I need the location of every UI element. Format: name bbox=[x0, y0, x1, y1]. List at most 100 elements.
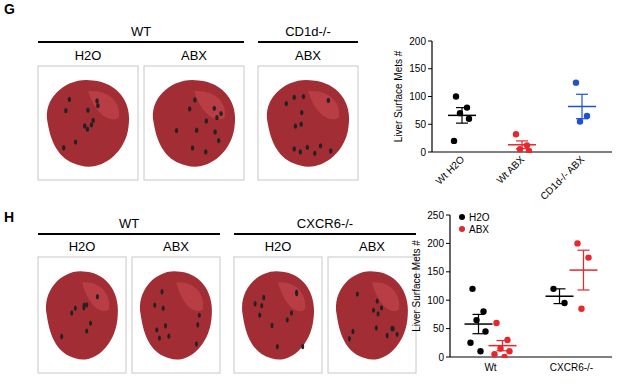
image-label: ABX bbox=[359, 239, 385, 254]
liver-spot bbox=[290, 310, 293, 315]
liver-spot bbox=[319, 143, 322, 148]
image-label: H2O bbox=[75, 48, 102, 63]
liver-spot bbox=[205, 118, 208, 123]
error-bar bbox=[473, 314, 485, 333]
x-tick-label: CXCR6-/- bbox=[550, 362, 593, 373]
liver-spot bbox=[96, 103, 99, 108]
liver-spot bbox=[258, 312, 261, 317]
group-title: CD1d-/- bbox=[285, 24, 331, 39]
liver-spot bbox=[285, 101, 288, 106]
liver-spot bbox=[74, 305, 77, 310]
point bbox=[491, 351, 497, 357]
image-label: H2O bbox=[265, 239, 292, 254]
liver-spot bbox=[213, 129, 216, 134]
liver bbox=[153, 80, 235, 167]
liver-spot bbox=[95, 98, 98, 103]
liver-body bbox=[336, 271, 408, 359]
liver-spot bbox=[301, 344, 304, 349]
photo-frame bbox=[38, 257, 126, 373]
liver-spot bbox=[60, 334, 63, 339]
error-stem bbox=[521, 141, 522, 149]
liver-spot bbox=[96, 294, 99, 299]
error-cap bbox=[554, 303, 566, 304]
liver-body bbox=[267, 80, 349, 167]
liver-spot bbox=[68, 97, 71, 102]
error-cap bbox=[473, 333, 485, 334]
x-axis bbox=[450, 356, 612, 357]
liver-spot bbox=[299, 122, 302, 127]
error-cap bbox=[576, 94, 588, 95]
liver-spot bbox=[89, 321, 92, 326]
point bbox=[501, 354, 507, 358]
liver-body bbox=[242, 271, 314, 359]
liver-spot bbox=[196, 322, 199, 327]
liver-spot bbox=[64, 108, 67, 113]
point bbox=[585, 254, 591, 260]
liver-spot bbox=[85, 328, 88, 333]
legend-marker bbox=[459, 226, 465, 232]
y-tick-label: 150 bbox=[409, 63, 426, 74]
point bbox=[451, 138, 457, 144]
liver-spot bbox=[198, 313, 201, 318]
liver-spot bbox=[313, 151, 316, 156]
error-cap bbox=[456, 123, 468, 124]
panel-label: H bbox=[4, 209, 14, 225]
liver-spot bbox=[74, 139, 77, 144]
y-tick-label: 50 bbox=[433, 323, 445, 334]
point bbox=[578, 306, 584, 312]
liver-spot bbox=[167, 334, 170, 339]
liver-spot bbox=[158, 335, 161, 340]
liver-spot bbox=[260, 303, 263, 308]
y-tick-label: 200 bbox=[409, 36, 426, 47]
point bbox=[469, 286, 475, 292]
liver-spot bbox=[213, 106, 216, 111]
error-bar bbox=[576, 94, 588, 118]
liver bbox=[267, 80, 349, 167]
image-label: ABX bbox=[181, 48, 207, 63]
liver-spot bbox=[164, 323, 167, 328]
liver-spot bbox=[62, 145, 65, 150]
liver-spot bbox=[386, 333, 389, 338]
liver-spot bbox=[376, 299, 379, 304]
liver-spot bbox=[70, 310, 73, 315]
liver-spot bbox=[392, 326, 395, 331]
photo-frame bbox=[234, 257, 322, 373]
liver-spot bbox=[85, 302, 88, 307]
liver-spot bbox=[175, 128, 178, 133]
liver bbox=[47, 80, 129, 167]
group-line bbox=[258, 41, 358, 43]
x-tick-label: Wt bbox=[484, 362, 496, 373]
liver-lobe bbox=[372, 282, 399, 311]
point bbox=[493, 320, 499, 326]
liver-spot bbox=[204, 149, 207, 154]
y-tick-label: 100 bbox=[409, 91, 426, 102]
liver-body bbox=[140, 271, 212, 359]
liver-spot bbox=[372, 308, 375, 313]
liver bbox=[336, 271, 408, 359]
photo-frame bbox=[144, 66, 244, 180]
liver-lobe bbox=[194, 91, 225, 119]
photo-frame bbox=[328, 257, 416, 373]
plot-marks bbox=[465, 240, 598, 358]
x-tick-label: Wt ABX bbox=[494, 153, 526, 185]
image-label: ABX bbox=[163, 239, 189, 254]
error-cap bbox=[473, 314, 485, 315]
liver-lobe bbox=[278, 282, 305, 311]
point bbox=[477, 348, 483, 354]
y-tick-label: 50 bbox=[415, 119, 427, 130]
liver-spot bbox=[396, 332, 399, 337]
liver-spot bbox=[329, 148, 332, 153]
liver-spot bbox=[380, 305, 383, 310]
liver-spot bbox=[356, 291, 359, 296]
error-cap bbox=[516, 148, 528, 149]
y-tick bbox=[446, 300, 450, 301]
liver-spot bbox=[295, 291, 298, 296]
error-bar bbox=[578, 250, 590, 290]
liver-spot bbox=[292, 95, 295, 100]
y-tick-label: 0 bbox=[438, 352, 444, 363]
group-title: WT bbox=[119, 216, 139, 231]
liver-spot bbox=[195, 128, 198, 133]
y-tick-label: 100 bbox=[427, 295, 444, 306]
group-line bbox=[38, 233, 220, 235]
liver-spot bbox=[153, 303, 156, 308]
